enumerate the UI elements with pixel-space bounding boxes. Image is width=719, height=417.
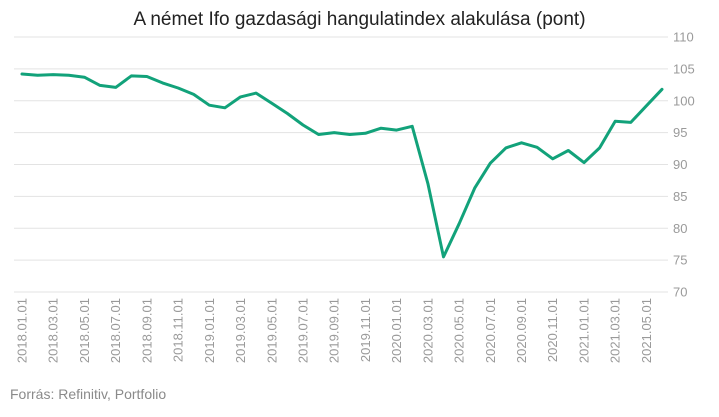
x-tick-label: 2018.05.01 — [77, 298, 92, 363]
x-tick-label: 2018.03.01 — [46, 298, 61, 363]
y-tick-label: 110 — [673, 30, 694, 45]
x-tick-label: 2021.05.01 — [639, 298, 654, 363]
chart-title: A német Ifo gazdasági hangulatindex alak… — [133, 9, 586, 30]
x-tick-label: 2019.09.01 — [327, 298, 342, 363]
x-tick-label: 2020.11.01 — [545, 298, 560, 362]
y-axis: 70 75 80 85 90 95 100 105 110 — [673, 30, 695, 300]
x-tick-label: 2020.03.01 — [420, 298, 435, 363]
x-tick-label: 2020.01.01 — [389, 298, 404, 363]
y-tick-label: 80 — [673, 221, 687, 236]
grid-lines — [14, 36, 668, 293]
y-tick-label: 95 — [673, 125, 687, 140]
series-line — [20, 72, 664, 259]
y-tick-label: 75 — [673, 253, 687, 268]
series-layer — [20, 72, 664, 259]
source-note: Forrás: Refinitiv, Portfolio — [10, 386, 167, 402]
x-tick-label: 2021.01.01 — [576, 298, 591, 363]
y-tick-label: 105 — [673, 61, 695, 76]
y-tick-label: 85 — [673, 189, 687, 204]
x-tick-label: 2019.01.01 — [202, 298, 217, 363]
x-tick-label: 2018.09.01 — [139, 298, 154, 363]
x-tick-label: 2019.05.01 — [264, 298, 279, 363]
x-tick-label: 2020.05.01 — [452, 298, 467, 363]
x-tick-label: 2020.07.01 — [483, 298, 498, 363]
x-tick-label: 2020.09.01 — [514, 298, 529, 363]
x-axis: 2018.01.01 2018.03.01 2018.05.01 2018.07.01… — [15, 298, 654, 363]
y-tick-label: 70 — [673, 285, 687, 300]
y-tick-label: 100 — [673, 93, 695, 108]
x-tick-label: 2018.07.01 — [108, 298, 123, 363]
x-tick-label: 2019.07.01 — [295, 298, 310, 363]
x-tick-label: 2018.11.01 — [171, 298, 186, 362]
y-tick-label: 90 — [673, 157, 687, 172]
x-tick-label: 2019.03.01 — [233, 298, 248, 363]
x-tick-label: 2018.01.01 — [15, 298, 30, 363]
x-tick-label: 2021.03.01 — [608, 298, 623, 363]
x-tick-label: 2019.11.01 — [358, 298, 373, 362]
